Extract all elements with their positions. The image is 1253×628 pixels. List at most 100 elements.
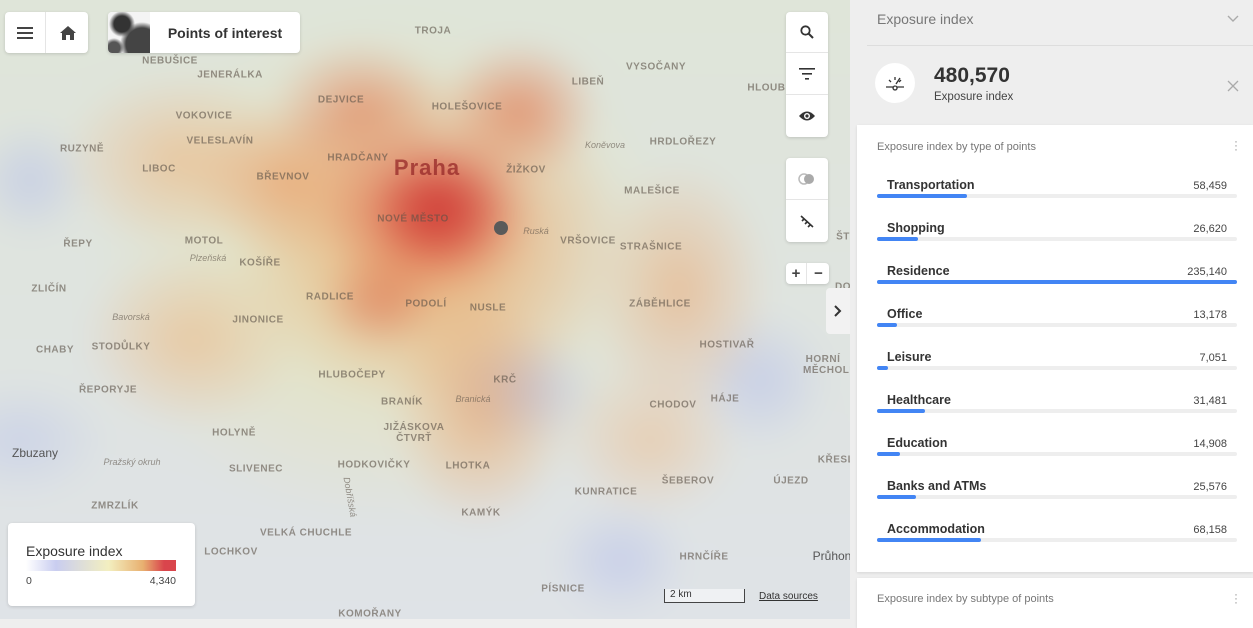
type-row[interactable]: Office 13,178	[877, 307, 1237, 350]
zoom-controls: + −	[786, 263, 829, 284]
zoom-out-button[interactable]: −	[814, 265, 823, 282]
search-icon	[800, 25, 814, 39]
legend-min: 0	[26, 575, 32, 587]
map-label: NEBUŠICE	[142, 55, 198, 67]
data-sources-link[interactable]: Data sources	[759, 591, 818, 602]
map-tools-2	[786, 158, 828, 242]
map-label: HORNÍ MĚCHOLUPY	[803, 354, 850, 376]
legend-title: Exposure index	[26, 543, 123, 559]
map-label: NOVÉ MĚSTO	[377, 213, 449, 225]
filter-button[interactable]	[786, 53, 828, 95]
map-label: ŽIŽKOV	[506, 164, 546, 176]
map-label: HRNČÍŘE	[679, 551, 729, 563]
map-label: MOTOL	[184, 235, 224, 247]
type-bar-fill	[877, 323, 898, 327]
more-options-icon[interactable]: · · ·	[1234, 134, 1238, 156]
map-label: MALEŠICE	[624, 185, 680, 197]
map-tools	[786, 12, 828, 137]
type-row[interactable]: Transportation 58,459	[877, 178, 1237, 221]
map-label: RADLICE	[306, 291, 354, 303]
type-bar-fill	[877, 409, 926, 413]
card-title: Exposure index by subtype of points	[877, 593, 1054, 605]
panel-header: Exposure index	[877, 11, 974, 27]
close-icon[interactable]	[1227, 80, 1239, 92]
type-label: Residence	[887, 264, 950, 278]
zoom-in-button[interactable]: +	[786, 263, 807, 284]
subtype-breakdown-card: Exposure index by subtype of points · · ·	[857, 578, 1253, 628]
map-label: HLUBOČEPY	[318, 369, 386, 381]
expand-panel-button[interactable]	[826, 288, 850, 334]
map-label: ŠT	[836, 231, 850, 243]
map-label: ŘEPY	[63, 238, 93, 250]
map-label: HRDLOŘEZY	[649, 136, 717, 148]
total-value: 480,570	[934, 64, 1010, 87]
map-label: SLIVENEC	[228, 463, 284, 475]
filter-icon	[799, 67, 815, 80]
map-label: VOKOVICE	[175, 110, 233, 122]
visibility-button[interactable]	[786, 95, 828, 137]
exposure-icon-badge	[875, 63, 915, 103]
map-label: Koněvova	[584, 140, 626, 150]
map-label: KAMÝK	[461, 507, 501, 519]
type-row[interactable]: Healthcare 31,481	[877, 393, 1237, 436]
type-value: 235,140	[1187, 266, 1227, 278]
measure-button[interactable]	[786, 200, 828, 242]
type-label: Accommodation	[887, 522, 985, 536]
home-button[interactable]	[47, 12, 88, 53]
layer-title: Points of interest	[167, 24, 283, 41]
map-label: VELESLAVÍN	[186, 135, 254, 147]
map-label: Ruská	[523, 226, 549, 236]
chevron-down-icon[interactable]	[1227, 15, 1239, 23]
map-label: ŠEBEROV	[661, 475, 715, 487]
map-label: ZÁBĚHLICE	[629, 298, 691, 310]
type-label: Education	[887, 436, 948, 450]
map-label: ÚJEZD	[773, 475, 809, 487]
type-value: 68,158	[1193, 524, 1227, 536]
map-label: DEJVICE	[317, 94, 365, 106]
map-label: HÁJE	[710, 393, 740, 405]
type-row[interactable]: Shopping 26,620	[877, 221, 1237, 264]
map-label: LHOTKA	[445, 460, 491, 472]
map-label: BRANÍK	[381, 396, 423, 408]
map-label: Bavorská	[112, 312, 150, 322]
type-bar-track	[877, 409, 1237, 413]
map-label: CHODOV	[649, 399, 697, 411]
layer-selector[interactable]: Points of interest	[108, 12, 300, 53]
map-label: CHABY	[35, 344, 75, 356]
map-label: BŘEVNOV	[256, 171, 310, 183]
compare-toggle-button[interactable]	[786, 158, 828, 200]
search-button[interactable]	[786, 12, 828, 53]
type-row[interactable]: Accommodation 68,158	[877, 522, 1237, 565]
type-label: Transportation	[887, 178, 975, 192]
type-bar-fill	[877, 280, 1237, 284]
type-label: Leisure	[887, 350, 932, 364]
type-row[interactable]: Leisure 7,051	[877, 350, 1237, 393]
map-label: VYSOČANY	[625, 61, 687, 73]
type-breakdown-card: Exposure index by type of points · · · Tra…	[857, 125, 1253, 572]
menu-icon	[17, 26, 33, 39]
map-label: KUNRATICE	[574, 486, 638, 498]
type-row[interactable]: Residence 235,140	[877, 264, 1237, 307]
type-value: 13,178	[1193, 309, 1227, 321]
type-bar-track	[877, 495, 1237, 499]
map-label: JENERÁLKA	[197, 69, 263, 81]
type-row[interactable]: Banks and ATMs 25,576	[877, 479, 1237, 522]
more-options-icon[interactable]: · · ·	[1234, 587, 1238, 609]
type-bar-track	[877, 538, 1237, 542]
map-label: HOLYNĚ	[212, 427, 256, 439]
menu-button[interactable]	[5, 12, 46, 53]
map-label: VRŠOVICE	[560, 235, 616, 247]
map-label: KOMOŘANY	[338, 608, 402, 620]
map-label: JINONICE	[232, 314, 284, 326]
location-marker[interactable]	[494, 221, 508, 235]
map-label: JIŽÁSKOVA ČTVRŤ	[383, 422, 445, 444]
chevron-right-icon	[834, 305, 842, 317]
type-row[interactable]: Education 14,908	[877, 436, 1237, 479]
map-label: ŘEPORYJE	[78, 384, 138, 396]
nav-buttons	[5, 12, 88, 53]
type-bar-track	[877, 280, 1237, 284]
map[interactable]: TROJA NEBUŠICE JENERÁLKA LIBEŇ VYSOČANY HOLEŠ…	[0, 0, 850, 619]
map-label: DO	[835, 281, 850, 293]
type-bar-track	[877, 323, 1237, 327]
legend-max: 4,340	[149, 575, 176, 587]
